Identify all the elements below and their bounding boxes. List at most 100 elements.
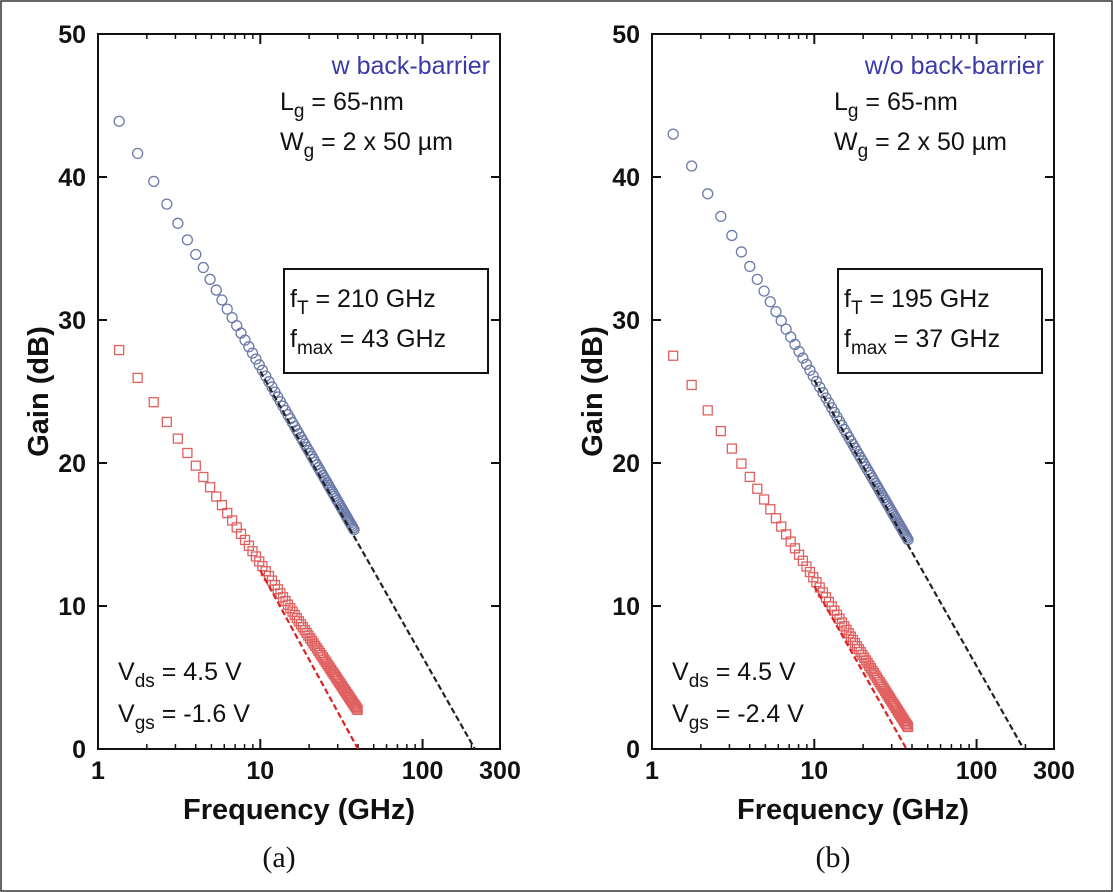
data-point-circle xyxy=(744,260,756,273)
data-point-circle xyxy=(204,273,216,285)
gate-length-label: Lg = 65-nm xyxy=(834,88,958,122)
vgs-label-value: = -2.4 V xyxy=(709,700,805,728)
gate-width-label-main: W xyxy=(280,128,304,156)
gate-length-label-main: L xyxy=(280,88,294,116)
x-tick-label: 1 xyxy=(645,757,659,785)
y-axis-label: Gain (dB) xyxy=(577,326,609,457)
fmax-label-main: f xyxy=(290,325,297,353)
data-point-circle xyxy=(197,261,209,274)
panel-a: 0 10 20 30 40 50 1 10 100 300 Frequency (GHz) Gain … xyxy=(23,21,521,874)
vgs-label-main: V xyxy=(672,700,689,728)
data-point-square xyxy=(668,350,679,361)
data-point-square xyxy=(148,397,159,408)
vds-label-main: V xyxy=(118,658,135,686)
data-point-circle xyxy=(263,375,275,388)
data-point-square xyxy=(744,471,755,483)
gate-width-label-sub: g xyxy=(304,141,315,162)
data-point-square xyxy=(726,443,738,454)
data-point-square xyxy=(190,460,201,471)
data-point-circle xyxy=(770,305,782,318)
data-point-circle xyxy=(715,210,727,223)
data-point-square xyxy=(114,344,125,356)
data-point-circle xyxy=(216,294,228,306)
data-point-circle xyxy=(800,358,813,370)
data-point-circle xyxy=(735,246,748,258)
data-point-square xyxy=(351,703,362,714)
data-point-square xyxy=(793,549,805,560)
ft-label-main: f xyxy=(290,285,297,313)
data-point-square xyxy=(702,405,713,416)
fit-line xyxy=(259,370,476,749)
data-point-square xyxy=(239,534,251,546)
data-point-circle xyxy=(210,284,222,296)
data-point-square xyxy=(204,482,216,493)
data-point-square xyxy=(811,577,822,588)
plot-area xyxy=(651,33,1055,750)
x-tick-label: 10 xyxy=(800,757,828,785)
ft-label-value: = 195 GHz xyxy=(863,285,990,313)
data-point-circle xyxy=(804,364,816,376)
data-point-circle xyxy=(814,381,826,393)
gate-length-label-value: = 65-nm xyxy=(858,88,957,116)
ft-label-value: = 210 GHz xyxy=(309,285,436,313)
vgs-label-main: V xyxy=(118,700,135,728)
fit-line xyxy=(259,569,359,749)
x-tick-label: 1 xyxy=(91,757,105,785)
data-point-circle xyxy=(758,285,770,297)
data-point-square xyxy=(851,641,863,652)
data-point-square xyxy=(301,627,312,639)
y-tick-label: 20 xyxy=(58,450,86,478)
gate-width-label: Wg = 2 x 50 µm xyxy=(834,128,1007,162)
fit-line xyxy=(813,585,908,749)
ft-label: fT = 195 GHz xyxy=(844,285,990,319)
y-tick-label: 50 xyxy=(612,21,640,49)
vds-label-sub: ds xyxy=(689,671,709,692)
data-point-square xyxy=(182,447,193,459)
data-point-circle xyxy=(253,359,265,371)
x-axis-label: Frequency (GHz) xyxy=(737,794,969,826)
y-tick-label: 0 xyxy=(72,736,86,764)
data-point-circle xyxy=(797,352,809,364)
data-point-circle xyxy=(250,353,262,365)
data-point-square xyxy=(804,566,816,578)
y-tick-label: 10 xyxy=(612,593,640,621)
data-point-square xyxy=(216,499,228,511)
vds-label-value: = 4.5 V xyxy=(709,658,796,686)
gate-length-label-main: L xyxy=(834,88,848,116)
data-point-circle xyxy=(807,370,819,382)
data-point-square xyxy=(297,622,309,633)
data-point-square xyxy=(770,513,782,524)
ft-label-main: f xyxy=(844,285,851,313)
vgs-label-sub: gs xyxy=(689,713,709,734)
y-tick-label: 0 xyxy=(626,736,640,764)
data-point-square xyxy=(855,646,866,658)
x-tick-label: 10 xyxy=(246,757,274,785)
data-point-square xyxy=(758,494,770,505)
fmax-label-value: = 43 GHz xyxy=(333,325,446,353)
fmax-label: fmax = 43 GHz xyxy=(290,325,446,359)
data-point-square xyxy=(161,416,172,428)
data-point-square xyxy=(752,483,763,494)
data-point-square xyxy=(715,425,726,437)
data-point-circle xyxy=(775,315,787,327)
fmax-label-sub: max xyxy=(297,338,333,359)
fmax-label: fmax = 37 GHz xyxy=(844,325,1000,359)
data-point-circle xyxy=(726,229,738,242)
gate-length-label-sub: g xyxy=(294,101,305,122)
data-point-circle xyxy=(685,160,698,172)
x-tick-label: 300 xyxy=(479,757,521,785)
vds-label: Vds = 4.5 V xyxy=(672,658,796,692)
vds-label: Vds = 4.5 V xyxy=(118,658,242,692)
data-point-square xyxy=(350,702,362,713)
vgs-label-value: = -1.6 V xyxy=(155,700,251,728)
data-point-square xyxy=(172,433,184,444)
data-point-square xyxy=(765,504,776,515)
data-point-circle xyxy=(113,115,125,127)
data-point-square xyxy=(132,372,143,384)
data-point-circle xyxy=(181,234,194,246)
data-point-circle xyxy=(751,273,763,286)
y-tick-label: 30 xyxy=(612,307,640,335)
figure-of-merit-box xyxy=(837,268,1043,374)
figure-of-merit-box xyxy=(283,268,489,374)
